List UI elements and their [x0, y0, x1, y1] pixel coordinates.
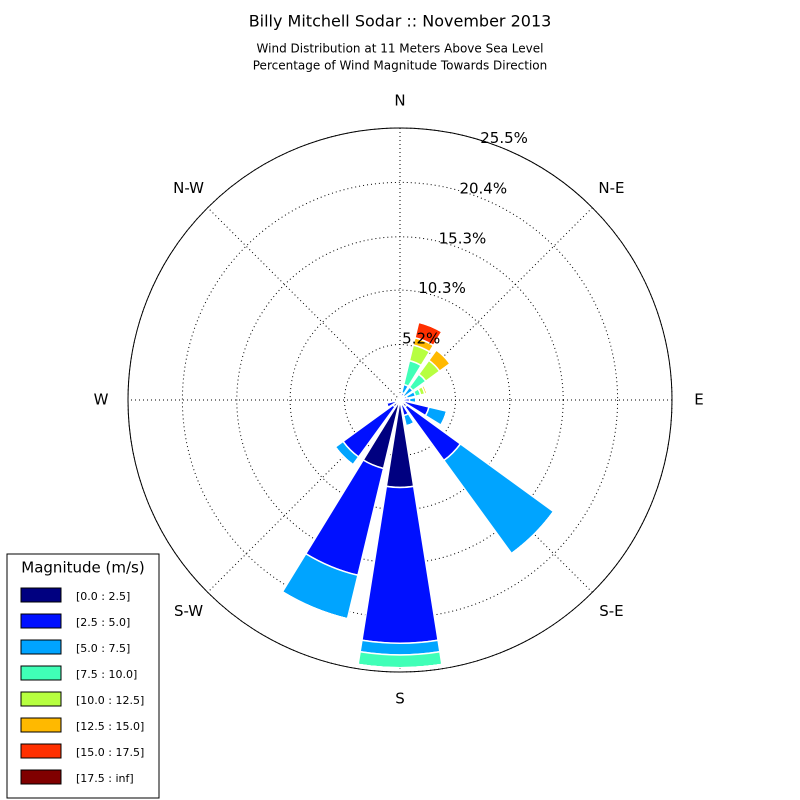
- wind-bar: [511, 511, 555, 555]
- legend-swatch: [20, 769, 62, 785]
- legend-swatch: [20, 665, 62, 681]
- grid-ring: [181, 181, 619, 619]
- legend-label: [2.5 : 5.0]: [76, 616, 130, 629]
- legend-swatch: [20, 639, 62, 655]
- polar-frame: [127, 127, 673, 673]
- r-tick-label: 25.5%: [480, 129, 528, 147]
- legend-label: [0.0 : 2.5]: [76, 590, 130, 603]
- wind-bar: [334, 446, 354, 466]
- r-tick-label: 5.2%: [402, 329, 440, 347]
- legend-title: Magnitude (m/s): [21, 559, 144, 577]
- direction-label: N: [394, 92, 405, 110]
- direction-label: S: [395, 690, 405, 708]
- chart-subtitle: Wind Distribution at 11 Meters Above Sea…: [257, 42, 544, 56]
- legend-swatch: [20, 587, 62, 603]
- wind-bar: [304, 458, 385, 577]
- legend-swatch: [20, 691, 62, 707]
- wind-bar: [282, 591, 348, 620]
- direction-label: S-E: [599, 602, 623, 620]
- legend-swatch: [20, 717, 62, 733]
- legend-swatch: [20, 613, 62, 629]
- chart-title: Billy Mitchell Sodar :: November 2013: [249, 12, 552, 31]
- direction-label: N-W: [173, 179, 204, 197]
- wind-bar: [442, 442, 555, 555]
- legend-label: [7.5 : 10.0]: [76, 668, 137, 681]
- legend-label: [10.0 : 12.5]: [76, 694, 144, 707]
- direction-label: E: [694, 391, 703, 409]
- r-tick-label: 20.4%: [459, 179, 507, 197]
- legend-swatch: [20, 743, 62, 759]
- direction-label: N-E: [598, 179, 624, 197]
- legend-label: [17.5 : inf]: [76, 772, 134, 785]
- legend-label: [5.0 : 7.5]: [76, 642, 130, 655]
- direction-label: W: [94, 391, 109, 409]
- r-tick-label: 10.3%: [418, 279, 466, 297]
- chart-subtitle: Percentage of Wind Magnitude Towards Dir…: [253, 59, 547, 73]
- legend-label: [12.5 : 15.0]: [76, 720, 144, 733]
- legend-label: [15.0 : 17.5]: [76, 746, 144, 759]
- direction-label: S-W: [174, 602, 203, 620]
- r-tick-label: 15.3%: [439, 230, 487, 248]
- wind-bar: [440, 411, 448, 426]
